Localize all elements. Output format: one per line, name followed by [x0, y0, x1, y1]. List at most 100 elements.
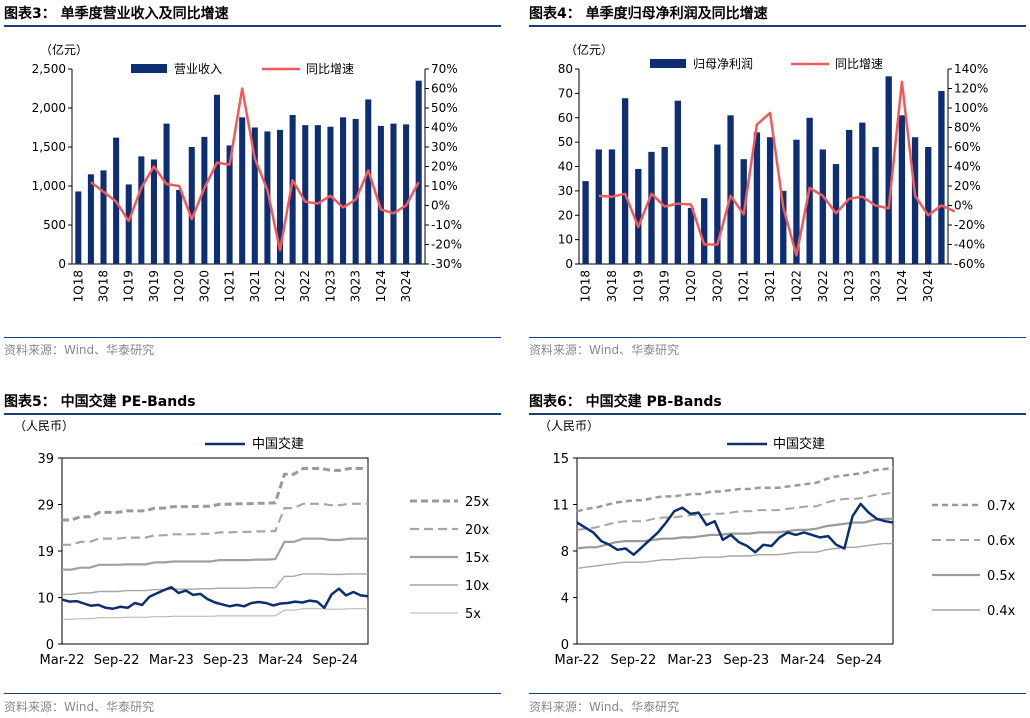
chart-title: 图表3： 单季度营业收入及同比增速 [4, 6, 229, 22]
y2-tick-label: -60% [954, 257, 985, 271]
bar [621, 98, 629, 264]
legend-swatch [131, 64, 167, 73]
y-tick-label: 2,000 [32, 101, 66, 115]
x-tick-label: 3Q20 [197, 270, 211, 302]
bar [138, 156, 145, 264]
y-tick-label: 60 [558, 111, 573, 125]
y-tick-label: 30 [558, 184, 573, 198]
x-tick-label: 3Q23 [349, 270, 363, 302]
stock-price-line [576, 502, 894, 556]
bar [582, 181, 589, 264]
bar [352, 118, 359, 264]
x-tick-label: Mar-23 [149, 653, 194, 668]
unit-label: （亿元） [565, 42, 613, 57]
bar [608, 149, 616, 264]
x-tick-label: Sep-23 [203, 653, 249, 668]
band-line-10x [62, 573, 368, 596]
band-line-20x [62, 502, 368, 546]
bar [239, 117, 246, 264]
band-line-15x [62, 537, 368, 571]
bar [276, 129, 284, 264]
chart-title: 图表5： 中国交建 PE-Bands [4, 394, 196, 410]
bar [687, 207, 695, 264]
bar [714, 144, 721, 264]
y-tick-label: 4 [561, 592, 569, 607]
x-tick-label: 1Q19 [631, 270, 645, 302]
source-note: 资料来源：Wind、华泰研究 [4, 343, 155, 357]
legend-label: 中国交建 [252, 436, 304, 452]
yoy-line [598, 80, 956, 257]
y2-tick-label: 120% [954, 82, 988, 96]
x-tick-label: 3Q22 [298, 270, 312, 302]
x-tick-label: 3Q19 [147, 270, 161, 302]
legend-label: 25x [465, 495, 490, 510]
y-tick-label: 39 [37, 452, 54, 467]
legend-label: 0.5x [987, 569, 1016, 584]
y-tick-label: 70 [558, 86, 573, 100]
bar [648, 151, 655, 264]
legend-label: 同比增速 [306, 62, 354, 76]
y-tick-label: 0 [565, 257, 573, 271]
x-tick-label: 1Q24 [374, 270, 388, 302]
bar [403, 124, 410, 264]
x-tick-label: 3Q19 [658, 270, 672, 302]
bar [365, 99, 372, 264]
y-tick-label: 29 [37, 499, 54, 514]
revenue-chart-svg: （亿元） 0 500 1,000 1,500 2,000 2,500 -30% -20% -10… [32, 42, 462, 302]
y2-tick-label: -30% [431, 257, 462, 271]
x-tick-label: 3Q21 [763, 270, 777, 302]
x-tick-label: 3Q24 [921, 270, 935, 302]
y-tick-label: 1,500 [32, 140, 66, 154]
y2-tick-label: 20% [954, 179, 981, 193]
y-tick-label: 8 [561, 545, 569, 560]
bar [674, 100, 682, 264]
x-tick-label: 1Q21 [737, 270, 751, 302]
legend-label: 0.7x [987, 499, 1016, 514]
x-tick-label: Mar-22 [555, 653, 600, 668]
bar [340, 117, 347, 264]
unit-label: （亿元） [40, 42, 88, 57]
x-tick-label: 1Q19 [122, 270, 136, 302]
profit-chart-svg: （亿元） 0 10 20 30 40 50 60 70 80 -60% -40% -20% 0% 20% 4… [558, 42, 989, 302]
y2-tick-label: 40% [954, 160, 981, 174]
legend-label: 5x [465, 607, 481, 622]
bar [938, 90, 945, 264]
x-tick-label: Mar-24 [258, 653, 303, 668]
bar [75, 191, 82, 264]
band-line-0-6x [576, 491, 894, 531]
legend-label: 0.6x [987, 534, 1016, 549]
bar [898, 115, 906, 264]
bar [911, 137, 919, 264]
y2-tick-label: 30% [431, 140, 458, 154]
x-tick-label: 3Q20 [710, 270, 724, 302]
band-line-0-5x [576, 517, 893, 550]
source-note: 资料来源：Wind、华泰研究 [4, 700, 155, 714]
y2-tick-label: 70% [431, 62, 458, 76]
bar [780, 190, 787, 264]
plot-frame [576, 457, 894, 645]
bar [125, 184, 132, 264]
bar [213, 94, 221, 265]
x-tick-label: 3Q24 [399, 270, 413, 302]
pe-bands-svg: （人民币） 0 10 19 29 39 Mar-22 Sep-22 Mar-23 Sep-23 M… [14, 419, 490, 668]
source-note: 资料来源：Wind、华泰研究 [529, 700, 680, 714]
x-tick-label: 3Q21 [248, 270, 262, 302]
y-tick-label: 0 [561, 638, 569, 653]
bar [793, 139, 800, 264]
x-tick-label: Sep-22 [94, 653, 140, 668]
bar [264, 131, 271, 264]
bar [314, 125, 321, 264]
source-rule [4, 337, 501, 338]
y-tick-label: 0 [46, 638, 54, 653]
x-tick-label: 1Q18 [579, 270, 593, 302]
y-tick-label: 1,000 [32, 179, 66, 193]
unit-label: （人民币） [14, 419, 74, 433]
legend-swatch [650, 59, 686, 68]
x-tick-label: 3Q22 [816, 270, 830, 302]
legend-label: 归母净利润 [693, 57, 753, 71]
legend-label: 营业收入 [174, 62, 222, 76]
legend-label: 同比增速 [835, 57, 883, 71]
y-tick-label: 11 [552, 499, 569, 514]
unit-label: （人民币） [539, 419, 599, 433]
x-tick-label: Sep-24 [836, 653, 882, 668]
